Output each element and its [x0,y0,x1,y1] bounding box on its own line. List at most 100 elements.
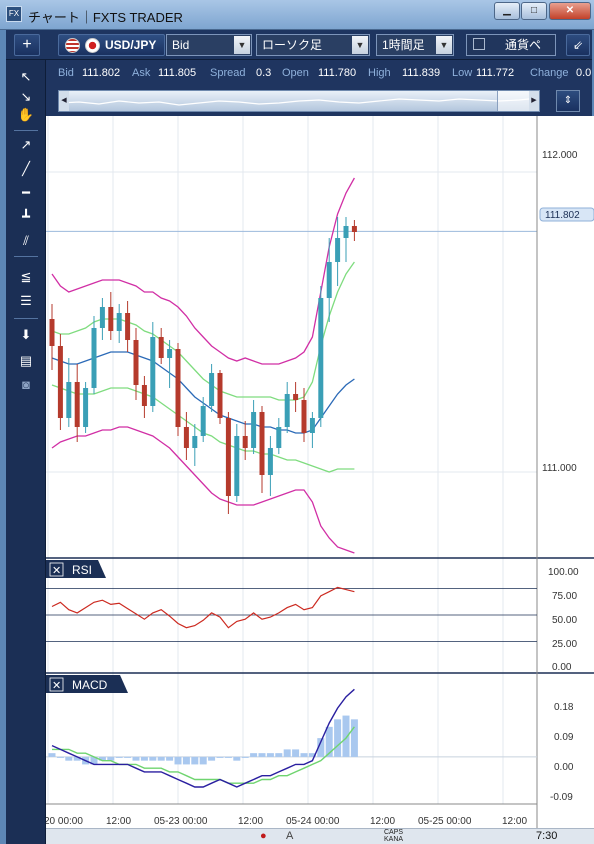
macd-histogram-bar [48,753,56,757]
macd-histogram-bar [224,756,232,758]
candle-body [259,412,265,475]
macd-histogram-bar [250,753,258,757]
time-tick-label: 20 00:00 [46,816,83,827]
fibonacci-icon[interactable]: ☰ [20,293,32,308]
candle-body [91,328,97,388]
candle-body [99,307,105,328]
rsi-close-icon[interactable]: ✕ [52,565,61,577]
spread-label: Spread [210,67,246,79]
navigator-left-arrow-icon[interactable]: ◀ [59,91,69,111]
high-value: 111.839 [402,67,441,79]
candle-body [192,436,198,448]
pointer-tool-icon[interactable]: ↖ [20,69,32,84]
horizontal-line-icon[interactable]: ━ [22,185,30,200]
low-value: 111.772 [476,67,515,79]
macd-histogram-bar [73,756,81,761]
title-bar[interactable]: FX チャート｜FXTS TRADER ▁ □ ✕ [0,0,594,30]
compare-checkbox[interactable] [473,38,485,50]
candle-body [183,427,189,448]
crosshair-pointer-icon[interactable]: ↘ [20,89,32,104]
macd-line [51,688,355,788]
rsi-tick-label: 100.00 [548,567,579,578]
macd-panel-tab[interactable]: ✕ MACD [46,675,128,693]
candle-body [49,319,55,346]
candle-body [293,394,299,400]
time-tick-label: 12:00 [106,816,131,827]
candle-body [251,412,257,448]
candle-body [125,313,131,340]
timeframe-dropdown[interactable]: 1時間足 ▼ [376,34,454,56]
chart-area[interactable]: 112.000 111.000 111.802 ✕ RSI 100.00 75.… [46,116,594,844]
hand-tool-icon[interactable]: ✋ [17,107,35,122]
navigator-right-arrow-icon[interactable]: ▶ [529,91,539,111]
chart-type-value: ローソク足 [262,38,323,52]
trendline-icon[interactable]: ╱ [22,161,30,176]
chart-canvas[interactable]: 112.000 111.000 111.802 ✕ RSI 100.00 75.… [46,116,594,828]
clock: 7:30 [536,830,558,842]
macd-histogram-bar [292,749,300,757]
currency-pair-label: USD/JPY [105,38,157,52]
notification-icon: ● [260,830,267,842]
currency-pair-selector[interactable]: USD/JPY [58,34,165,56]
chart-type-dropdown[interactable]: ローソク足 ▼ [256,34,370,56]
candle-body [116,313,122,331]
time-tick-label: 12:00 [238,816,263,827]
candle-body [167,349,173,358]
macd-tick-label: 0.18 [554,702,574,713]
maximize-button[interactable]: □ [521,2,547,20]
time-tick-label: 05-25 00:00 [418,816,472,827]
quote-bar: Bid 111.802 Ask 111.805 Spread 0.3 Open … [46,60,592,86]
ask-label: Ask [132,67,151,79]
rsi-panel-tab[interactable]: ✕ RSI [46,560,106,578]
price-type-value: Bid [172,38,190,52]
camera-icon[interactable]: ◙ [22,377,30,392]
popout-icon[interactable]: ⇙ [566,34,590,56]
time-tick-label: 05-24 00:00 [286,816,340,827]
price-tick-label: 112.000 [542,150,578,161]
macd-close-icon[interactable]: ✕ [52,680,61,692]
macd-histogram-bar [90,756,98,765]
minimize-button[interactable]: ▁ [494,2,520,20]
ask-value: 111.805 [158,67,197,79]
spread-value: 0.3 [256,67,272,79]
macd-histogram-bar [191,756,199,765]
channel-icon[interactable]: ⫽ [23,233,29,248]
macd-histogram-bar [308,753,316,757]
macd-histogram-bar [157,756,165,761]
bollinger-lower-line [51,426,355,554]
rsi-tick-label: 25.00 [552,639,577,650]
close-button[interactable]: ✕ [549,2,591,20]
chart-toolbar: + USD/JPY Bid ▼ ローソク足 ▼ 1時間足 ▼ 通貨ペ ⇙ [6,30,592,60]
vertical-marker-icon[interactable]: ┻ [22,209,30,224]
price-tick-label: 111.000 [542,463,577,474]
chevron-down-icon: ▼ [352,36,368,54]
macd-histogram-bar [208,756,216,761]
zoom-icon[interactable]: ⇕ [556,90,580,112]
trend-tool-icon[interactable]: ↗ [20,137,32,152]
compare-pair-toggle[interactable]: 通貨ペ [466,34,556,56]
rsi-label: RSI [72,563,92,577]
macd-histogram-bar [65,756,73,761]
low-label: Low [452,67,473,79]
candle-body [343,226,349,238]
add-chart-button[interactable]: + [14,34,40,56]
price-type-dropdown[interactable]: Bid ▼ [166,34,252,56]
navigator-scroll[interactable]: ◀ ▶ [58,90,540,112]
candle-body [326,262,332,298]
candle-body [108,307,114,331]
macd-histogram-bar [132,756,140,761]
chevron-down-icon: ▼ [436,36,452,54]
candle-body [133,340,139,385]
fan-tool-icon[interactable]: ≦ [20,269,32,284]
list-icon[interactable]: ▤ [19,353,33,368]
navigator-selection[interactable] [497,91,531,111]
input-mode-icon: A [286,830,294,842]
macd-histogram-bar [115,756,123,758]
download-icon[interactable]: ⬇ [20,327,32,342]
macd-histogram-bar [98,756,106,761]
taskbar: ● A CAPS KANA 7:30 [46,828,594,844]
macd-histogram-bar [174,756,182,765]
candle-body [200,406,206,436]
kana-indicator: KANA [384,836,404,843]
